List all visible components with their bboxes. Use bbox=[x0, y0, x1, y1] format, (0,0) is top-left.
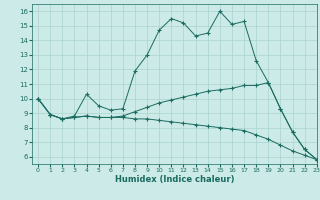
X-axis label: Humidex (Indice chaleur): Humidex (Indice chaleur) bbox=[115, 175, 234, 184]
